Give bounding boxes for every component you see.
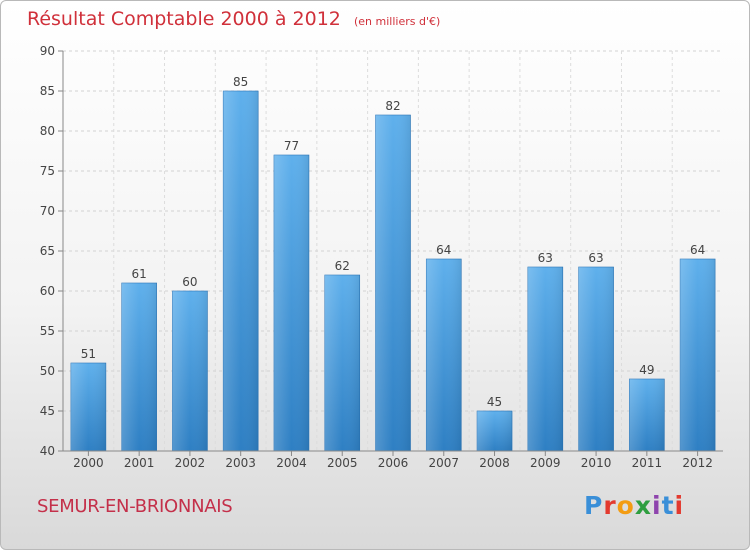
y-tick-label: 60 [40,284,55,298]
x-tick-label: 2011 [632,456,663,470]
y-tick-label: 45 [40,404,55,418]
value-label: 45 [487,395,502,409]
x-tick-label: 2007 [428,456,459,470]
proxiti-logo: Proxiti [584,491,684,520]
x-tick-label: 2006 [378,456,409,470]
x-tick-label: 2012 [682,456,713,470]
bar-shine [172,291,208,451]
logo-letter: t [661,491,675,520]
commune-name: SEMUR-EN-BRIONNAIS [37,496,233,517]
y-tick-label: 40 [40,444,55,458]
bar-shine [70,363,106,451]
x-tick-label: 2002 [175,456,206,470]
logo-letter: P [584,491,604,520]
x-tick-label: 2004 [276,456,307,470]
value-label: 64 [436,243,451,257]
x-tick-label: 2000 [73,456,104,470]
value-label: 85 [233,75,248,89]
bar-shine [527,267,563,451]
bar-shine [121,283,157,451]
value-label: 63 [538,251,553,265]
value-label: 64 [690,243,705,257]
y-tick-label: 85 [40,84,55,98]
bar-shine [426,259,462,451]
x-tick-label: 2003 [225,456,256,470]
value-label: 49 [639,363,654,377]
bar-shine [273,155,309,451]
y-tick-label: 65 [40,244,55,258]
logo-letter: r [603,491,617,520]
chart-title-block: Résultat Comptable 2000 à 2012 (en milli… [27,8,440,30]
y-tick-label: 70 [40,204,55,218]
logo-letter: o [616,491,635,520]
y-tick-label: 90 [40,44,55,58]
y-tick-label: 75 [40,164,55,178]
value-label: 63 [588,251,603,265]
x-tick-label: 2001 [124,456,155,470]
bar-shine [680,259,716,451]
chart-title: Résultat Comptable 2000 à 2012 [27,8,341,30]
value-label: 82 [385,99,400,113]
x-tick-label: 2008 [479,456,510,470]
y-tick-label: 80 [40,124,55,138]
logo-letter: i [652,491,662,520]
bars-layer: 51 61 60 85 77 62 82 64 45 63 63 49 64 [70,75,716,452]
x-tick-label: 2010 [581,456,612,470]
value-label: 60 [182,275,197,289]
bar-shine [477,411,513,451]
bar-shine [324,275,360,451]
bar-shine [578,267,614,451]
y-tick-label: 55 [40,324,55,338]
value-label: 51 [81,347,96,361]
value-label: 62 [335,259,350,273]
x-tick-label: 2009 [530,456,561,470]
value-label: 61 [132,267,147,281]
logo-letter: i [674,491,685,520]
value-label: 77 [284,139,299,153]
chart-unit: (en milliers d'€) [353,15,441,28]
x-tick-label: 2005 [327,456,358,470]
bar-shine [629,379,665,451]
y-tick-label: 50 [40,364,55,378]
bar-shine [375,115,411,451]
logo-letter: x [634,491,652,520]
bar-shine [223,91,259,451]
axis-layer: 40 45 50 55 60 65 70 75 80 85 90 2000 2001 2002 2003 20… [40,44,723,470]
